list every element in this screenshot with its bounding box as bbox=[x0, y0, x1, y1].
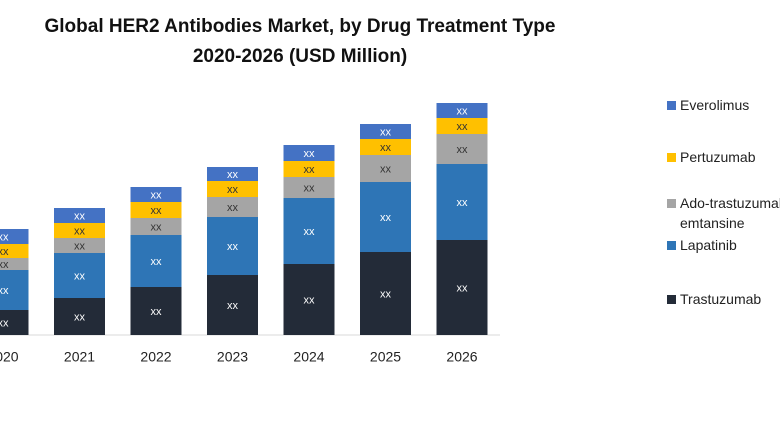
data-label: xx bbox=[227, 202, 239, 214]
bar-segment bbox=[0, 244, 29, 258]
data-label: xx bbox=[74, 311, 86, 323]
x-tick-label: 2021 bbox=[64, 349, 95, 365]
bar-segment bbox=[283, 177, 335, 198]
bar-segment bbox=[0, 258, 29, 270]
data-label: xx bbox=[457, 121, 469, 133]
data-label: xx bbox=[227, 300, 239, 312]
bar-segment bbox=[283, 198, 335, 264]
bar-segment bbox=[360, 155, 411, 182]
chart-title: Global HER2 Antibodies Market, by Drug T… bbox=[45, 16, 556, 37]
data-label: xx bbox=[227, 169, 239, 181]
data-label: xx bbox=[380, 288, 392, 300]
data-label: xx bbox=[0, 285, 9, 297]
bar-segment bbox=[0, 270, 29, 310]
data-label: xx bbox=[74, 225, 86, 237]
bar-segment bbox=[54, 223, 105, 238]
legend-label: Lapatinib bbox=[680, 237, 737, 253]
legend-swatch bbox=[667, 153, 676, 162]
bar-segment bbox=[360, 182, 411, 252]
legend-label: Everolimus bbox=[680, 97, 750, 113]
data-label: xx bbox=[380, 212, 392, 224]
bar-segment bbox=[0, 229, 29, 244]
bar-segment bbox=[436, 240, 488, 335]
bar-segment bbox=[283, 145, 335, 161]
x-tick-label: 2026 bbox=[446, 349, 477, 365]
bar-segment bbox=[54, 238, 105, 253]
legend-item: Lapatinib bbox=[667, 235, 780, 255]
legend-swatch bbox=[667, 295, 676, 304]
bar-segment bbox=[207, 167, 258, 181]
data-label: xx bbox=[457, 144, 469, 156]
data-label: xx bbox=[151, 306, 163, 318]
data-label: xx bbox=[151, 189, 163, 201]
legend-item: Trastuzumab bbox=[667, 289, 780, 309]
data-label: xx bbox=[74, 240, 86, 252]
x-tick-label: 2024 bbox=[293, 349, 324, 365]
bar-segment bbox=[207, 181, 258, 197]
bar-segment bbox=[130, 202, 182, 218]
data-label: xx bbox=[304, 294, 316, 306]
legend-swatch bbox=[667, 241, 676, 250]
bar-segment bbox=[130, 187, 182, 202]
bar-segment bbox=[436, 134, 488, 164]
bar-segment bbox=[360, 139, 411, 155]
x-tick-label: 2020 bbox=[0, 349, 19, 365]
bar-segment bbox=[436, 118, 488, 134]
data-label: xx bbox=[74, 210, 86, 222]
bar-segment bbox=[130, 235, 182, 287]
data-label: xx bbox=[380, 142, 392, 154]
legend-label: Ado-trastuzumab emtansine bbox=[680, 195, 780, 231]
bar-segment bbox=[283, 161, 335, 177]
legend-label: Trastuzumab bbox=[680, 291, 762, 307]
bar-segment bbox=[54, 298, 105, 335]
bar-segment bbox=[0, 310, 29, 335]
data-label: xx bbox=[457, 197, 469, 209]
data-label: xx bbox=[304, 182, 316, 194]
bar-segment bbox=[130, 218, 182, 235]
legend-item: Pertuzumab bbox=[667, 147, 780, 167]
data-label: xx bbox=[151, 205, 163, 217]
legend-label: Pertuzumab bbox=[680, 149, 756, 165]
data-label: xx bbox=[0, 317, 9, 329]
chart-subtitle: 2020-2026 (USD Million) bbox=[193, 46, 407, 67]
bar-segment bbox=[54, 253, 105, 298]
data-label: xx bbox=[151, 221, 163, 233]
legend-item: Ado-trastuzumab emtansine bbox=[667, 193, 780, 233]
x-tick-label: 2025 bbox=[370, 349, 401, 365]
bar-segment bbox=[360, 252, 411, 335]
data-label: xx bbox=[457, 282, 469, 294]
data-label: xx bbox=[380, 126, 392, 138]
legend-swatch bbox=[667, 199, 676, 208]
bar-segment bbox=[130, 287, 182, 335]
bar-segment bbox=[207, 217, 258, 275]
bar-segment bbox=[436, 164, 488, 240]
x-tick-label: 2022 bbox=[140, 349, 171, 365]
data-label: xx bbox=[457, 105, 469, 117]
data-label: xx bbox=[0, 246, 9, 258]
legend-swatch bbox=[667, 101, 676, 110]
bar-segment bbox=[436, 103, 488, 118]
data-label: xx bbox=[227, 241, 239, 253]
data-label: xx bbox=[74, 270, 86, 282]
bar-segment bbox=[207, 197, 258, 217]
data-label: xx bbox=[304, 164, 316, 176]
data-label: xx bbox=[0, 259, 9, 271]
data-label: xx bbox=[304, 226, 316, 238]
bar-segment bbox=[360, 124, 411, 139]
data-label: xx bbox=[227, 184, 239, 196]
data-label: xx bbox=[0, 231, 9, 243]
data-label: xx bbox=[304, 148, 316, 160]
bar-segment bbox=[283, 264, 335, 335]
data-label: xx bbox=[380, 163, 392, 175]
x-tick-label: 2023 bbox=[217, 349, 248, 365]
bar-segment bbox=[207, 275, 258, 335]
data-label: xx bbox=[151, 256, 163, 268]
bar-segment bbox=[54, 208, 105, 223]
legend-item: Everolimus bbox=[667, 95, 780, 115]
